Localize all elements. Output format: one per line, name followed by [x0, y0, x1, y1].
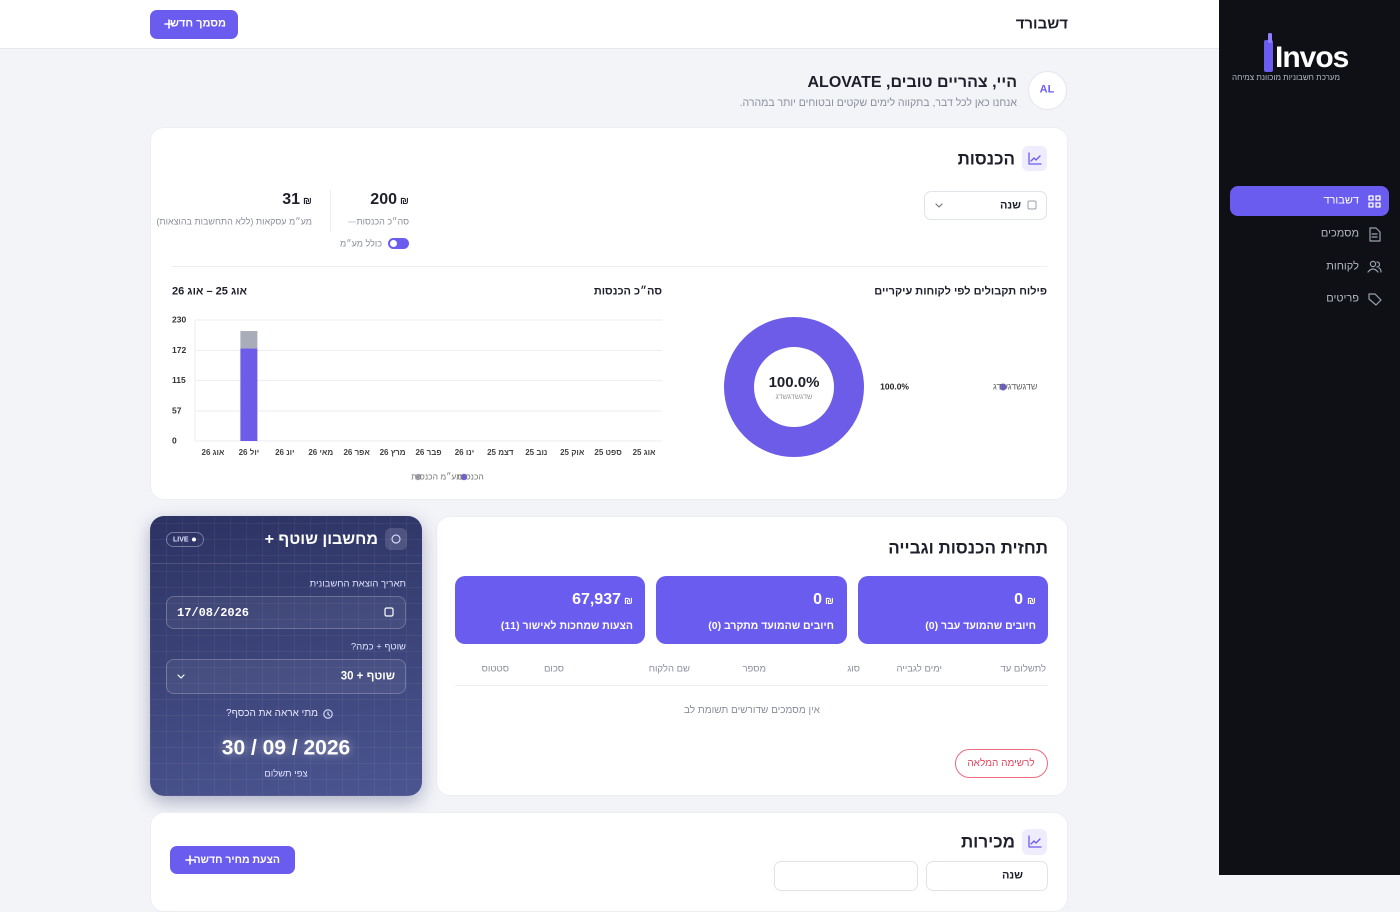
- chart-range: אוג 25 – אוג 26: [172, 285, 248, 298]
- field-label: תאריך הוצאת החשבונית: [309, 578, 406, 590]
- logo: Invos: [1275, 41, 1349, 74]
- divider: [172, 266, 1047, 267]
- card-title: תחזית הכנסות וגבייה: [888, 538, 1048, 558]
- full-list-button[interactable]: [955, 749, 1048, 778]
- result-label: צפי תשלום: [264, 768, 308, 780]
- icon-box: [385, 528, 407, 550]
- period-value[interactable]: שנה: [999, 199, 1021, 212]
- nav-item[interactable]: לקוחות: [1326, 260, 1359, 273]
- sales-period-value[interactable]: שנה: [1001, 869, 1023, 882]
- sidebar: [1219, 0, 1400, 875]
- empty-state: אין מסמכים שדורשים תשומת לב: [684, 705, 820, 716]
- date-value[interactable]: 17/08/2026: [177, 606, 250, 620]
- tile-amount: 0: [1014, 591, 1023, 608]
- nav-item[interactable]: מסמכים: [1320, 227, 1359, 240]
- tagline: מערכת חשבוניות מוכוונת צמיחה: [1232, 73, 1340, 82]
- vat-toggle[interactable]: [388, 238, 409, 249]
- page-title: דשבורד: [1015, 15, 1068, 33]
- sales-filter-select[interactable]: [774, 861, 918, 891]
- tile: [858, 576, 1048, 644]
- tile-label: הצעות שמחכות לאישור (11): [500, 619, 633, 632]
- calculator-card: [150, 516, 422, 796]
- live-badge: [166, 532, 204, 547]
- divider: [151, 563, 421, 564]
- card-title: מכירות: [960, 832, 1015, 852]
- column-header: שם הלקוח: [648, 663, 690, 675]
- new-document-label[interactable]: מסמך חדש: [170, 17, 226, 30]
- dash: [348, 221, 356, 223]
- total-label: סה״כ הכנסות: [356, 216, 409, 227]
- income-card: [150, 127, 1068, 500]
- vat-label: מע״מ עסקאות (ללא התחשבות בהוצאות): [156, 216, 312, 227]
- toggle-knob: [390, 240, 397, 247]
- field-label: שוטף + כמה?: [350, 641, 406, 653]
- column-header: מספר: [742, 663, 766, 675]
- tile: [455, 576, 645, 644]
- icon-box: [1022, 829, 1047, 855]
- chart-title: סה״כ הכנסות: [593, 285, 662, 298]
- currency: ₪: [624, 596, 633, 607]
- chart-title: פילוח תקבולים לפי לקוחות עיקריים: [874, 285, 1047, 298]
- toggle-label: כולל מע״מ: [340, 238, 382, 249]
- avatar: [1028, 71, 1067, 110]
- tile-label: חיובים שהמועד מתקרב (0): [708, 619, 834, 632]
- greeting-title: היי, צהריים טובים, ALOVATE: [807, 74, 1017, 91]
- nav-item[interactable]: פריטים: [1326, 292, 1359, 305]
- icon-box: [1022, 146, 1047, 171]
- tile-amount: 67,937: [572, 591, 621, 608]
- tile-amount: 0: [813, 591, 822, 608]
- currency: ₪: [400, 196, 409, 207]
- divider: [330, 190, 331, 232]
- currency: ₪: [303, 196, 312, 207]
- column-header: סכום: [543, 663, 564, 675]
- live-label: LIVE: [173, 536, 189, 544]
- period-select[interactable]: [924, 191, 1047, 220]
- currency: ₪: [1027, 596, 1036, 607]
- sales-period-select[interactable]: [926, 861, 1048, 891]
- question: מתי אראה את הכסף?: [226, 708, 318, 719]
- column-header: סוג: [847, 663, 860, 675]
- avatar-initials: AL: [1039, 83, 1055, 96]
- calculator-title: מחשבון שוטף +: [264, 531, 378, 548]
- result-date: 30 / 09 / 2026: [221, 736, 351, 760]
- column-header: סטטוס: [481, 663, 509, 675]
- full-list-label[interactable]: לרשימה המלאה: [967, 758, 1035, 769]
- new-quote-label[interactable]: הצעת מחיר חדשה: [193, 853, 280, 866]
- total-amount: 200: [370, 191, 397, 208]
- card-title: הכנסות: [957, 149, 1015, 169]
- currency: ₪: [825, 596, 834, 607]
- column-header: ימים לגבייה: [896, 663, 942, 675]
- date-input[interactable]: [166, 596, 406, 629]
- terms-value[interactable]: שוטף + 30: [340, 670, 395, 683]
- greeting-subtitle: אנחנו כאן לכל דבר, בתקווה לימים שקטים וב…: [739, 96, 1017, 109]
- nav-active[interactable]: [1230, 186, 1389, 216]
- tile-label: חיובים שהמועד עבר (0): [925, 619, 1036, 632]
- column-header: לתשלום עד: [1000, 663, 1046, 675]
- table-rule: [455, 685, 1048, 686]
- vat-amount: 31: [282, 191, 300, 208]
- terms-select[interactable]: [166, 659, 406, 694]
- nav-item[interactable]: דשבורד: [1323, 194, 1359, 207]
- tile: [656, 576, 847, 644]
